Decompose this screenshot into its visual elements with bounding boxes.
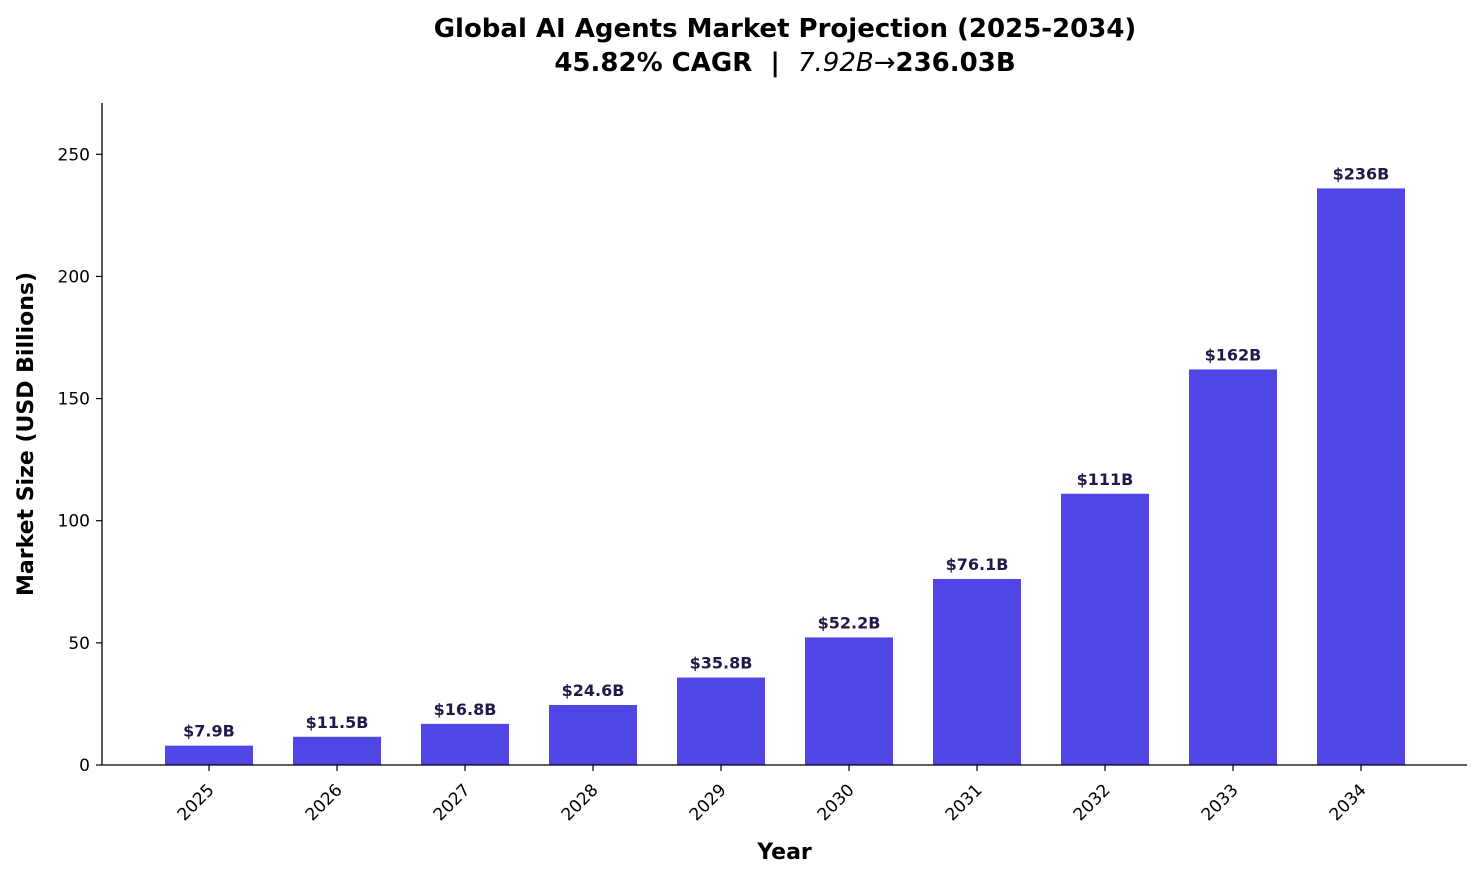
data-label-2034: $236B <box>1333 164 1390 183</box>
bar-2029 <box>677 677 765 765</box>
x-tick-label-2030: 2030 <box>814 780 859 825</box>
title-line: Global AI Agents Market Projection (2025… <box>433 14 1137 44</box>
data-label-2030: $52.2B <box>818 613 881 632</box>
data-label-2026: $11.5B <box>306 713 369 732</box>
data-label-2032: $111B <box>1077 470 1134 489</box>
x-tick-label-2031: 2031 <box>942 780 987 825</box>
bar-2031 <box>933 578 1021 765</box>
bar-2026 <box>293 736 381 765</box>
y-tick-label-200: 200 <box>58 267 90 287</box>
subtitle-line: 45.82% CAGR | 7.92B→236.03B <box>0 46 1482 80</box>
y-tick-label-100: 100 <box>58 512 90 532</box>
x-tick-label-2025: 2025 <box>174 780 219 825</box>
x-tick-label-2028: 2028 <box>558 780 603 825</box>
y-tick-label-250: 250 <box>58 145 90 165</box>
bar-2027 <box>421 723 509 765</box>
subtitle-cagr: 45.82% CAGR | <box>554 48 798 78</box>
x-axis-label: Year <box>756 840 812 865</box>
x-tick-label-2026: 2026 <box>302 780 347 825</box>
data-label-2027: $16.8B <box>434 700 497 719</box>
bar-2025 <box>165 745 253 765</box>
data-label-2033: $162B <box>1205 345 1262 364</box>
data-label-2029: $35.8B <box>690 654 753 673</box>
x-tick-label-2033: 2033 <box>1198 780 1243 825</box>
subtitle-start: 7.92B→ <box>797 48 896 78</box>
y-tick-label-0: 0 <box>79 756 90 776</box>
bar-2032 <box>1061 493 1149 765</box>
x-tick-label-2032: 2032 <box>1070 780 1115 825</box>
y-tick-label-150: 150 <box>58 390 90 410</box>
y-axis-label: Market Size (USD Billions) <box>14 272 39 596</box>
data-label-2028: $24.6B <box>562 681 625 700</box>
data-label-2025: $7.9B <box>183 722 235 741</box>
x-tick-label-2034: 2034 <box>1326 780 1371 825</box>
subtitle-end: 236.03B <box>895 48 1016 78</box>
bar-2030 <box>805 637 893 765</box>
x-tick-label-2027: 2027 <box>430 780 475 825</box>
y-tick-label-50: 50 <box>68 634 90 654</box>
chart-title: Global AI Agents Market Projection (2025… <box>0 12 1482 80</box>
x-tick-label-2029: 2029 <box>686 780 731 825</box>
bar-2028 <box>549 705 637 765</box>
bar-2034 <box>1317 188 1405 765</box>
data-label-2031: $76.1B <box>946 555 1009 574</box>
bar-2033 <box>1189 369 1277 765</box>
